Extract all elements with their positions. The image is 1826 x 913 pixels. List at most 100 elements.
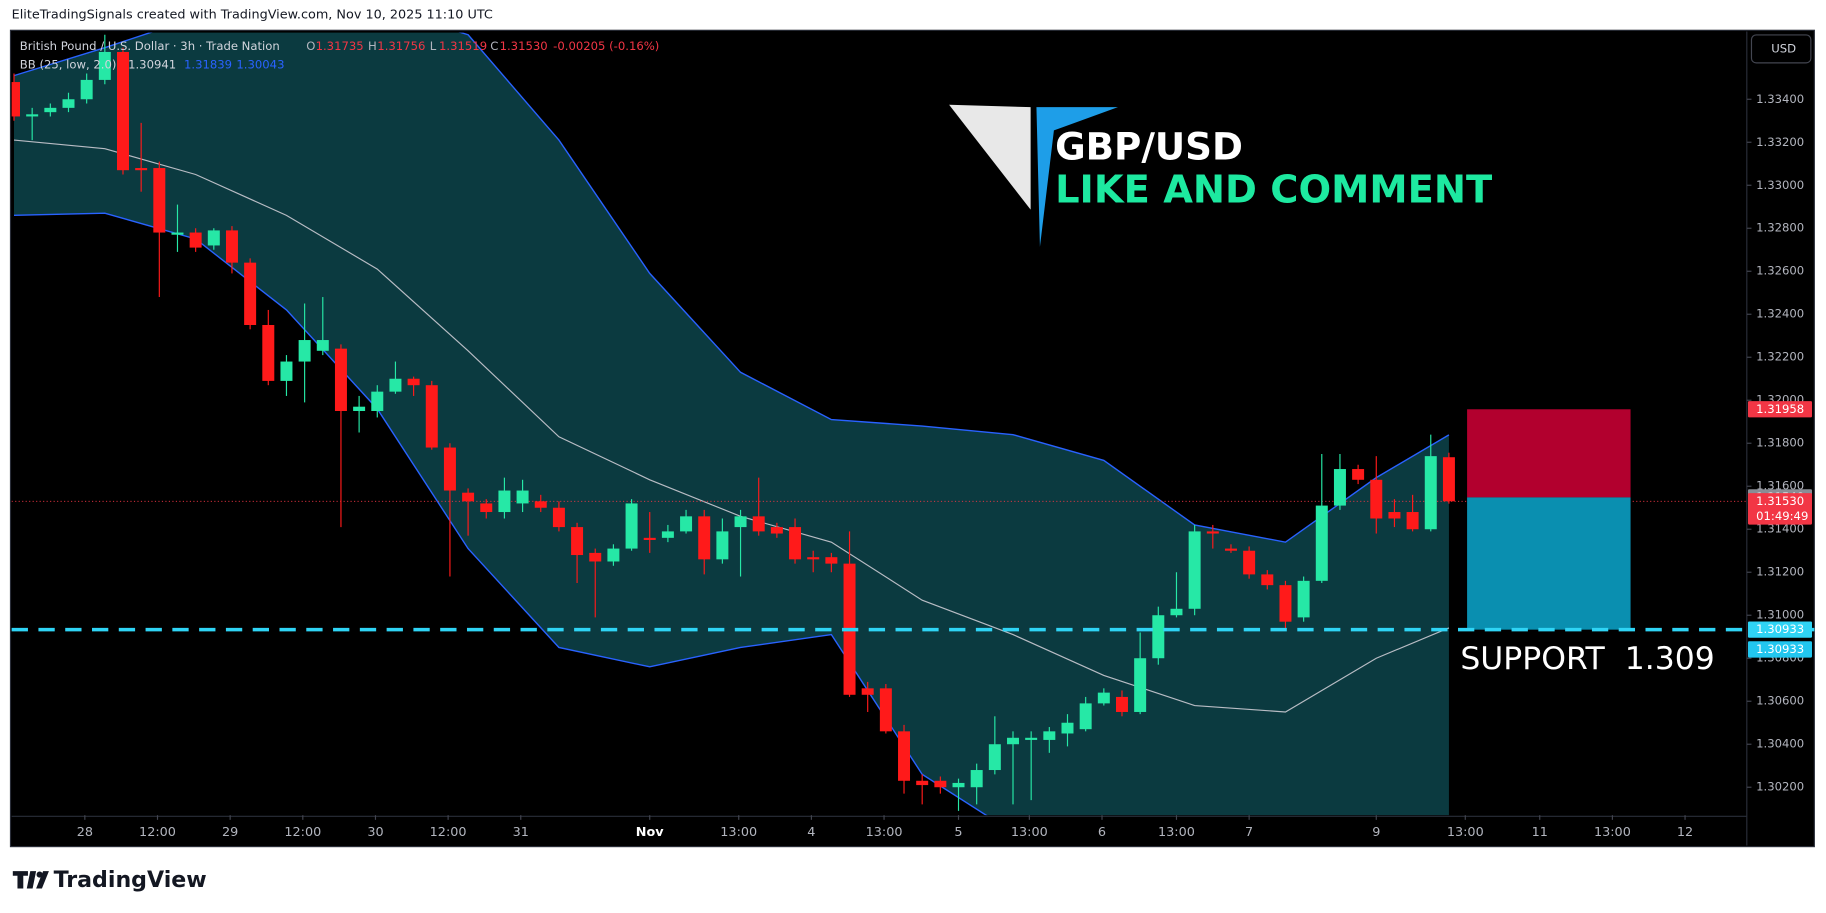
logo-shape-white bbox=[949, 104, 1031, 210]
candle-body bbox=[825, 557, 838, 564]
y-tick-label: 1.32400 bbox=[1756, 307, 1804, 321]
legend-bb-middle: 1.30941 bbox=[128, 58, 176, 72]
candle-body bbox=[44, 107, 57, 113]
candle-body bbox=[898, 731, 911, 781]
x-tick-label: 9 bbox=[1372, 825, 1380, 840]
x-tick-label: 13:00 bbox=[1011, 825, 1048, 840]
candle-body bbox=[734, 516, 747, 528]
candle-body bbox=[1388, 512, 1401, 519]
candle-body bbox=[316, 340, 329, 351]
candle-body bbox=[1224, 548, 1237, 551]
x-tick-label: 6 bbox=[1098, 825, 1106, 840]
candle-body bbox=[661, 531, 674, 538]
legend-change: -0.00205 (-0.16%) bbox=[553, 39, 659, 53]
candle-body bbox=[171, 232, 184, 235]
x-tick-label: 12:00 bbox=[284, 825, 321, 840]
legend-bb-lower: 1.30043 bbox=[236, 58, 284, 72]
y-tick-label: 1.32800 bbox=[1756, 221, 1804, 235]
candle-body bbox=[389, 378, 402, 392]
candle-body bbox=[571, 527, 584, 556]
candle-body bbox=[534, 501, 547, 508]
candle-body bbox=[1097, 692, 1110, 704]
candle-body bbox=[62, 99, 75, 108]
candle-body bbox=[1079, 703, 1092, 730]
countdown-label: 01:49:49 bbox=[1756, 509, 1808, 523]
candle-body bbox=[752, 516, 765, 532]
y-tick-label: 1.32200 bbox=[1756, 350, 1804, 364]
candle-body bbox=[425, 385, 438, 448]
candle-body bbox=[116, 51, 129, 171]
candle-body bbox=[443, 447, 456, 491]
y-tick-label: 1.33200 bbox=[1756, 135, 1804, 149]
y-tick-label: 1.31400 bbox=[1756, 522, 1804, 536]
target-tag bbox=[1747, 641, 1813, 658]
support-tag bbox=[1747, 621, 1813, 638]
candle-body bbox=[1279, 585, 1292, 622]
logo-shape-blue bbox=[1036, 107, 1118, 247]
candle-body bbox=[861, 688, 874, 695]
candle-body bbox=[879, 688, 892, 732]
candle-body bbox=[480, 503, 493, 513]
y-tick-label: 1.30600 bbox=[1756, 694, 1804, 708]
plot-area bbox=[11, 32, 1747, 816]
position-stop-zone bbox=[1467, 409, 1631, 498]
candle-body bbox=[552, 507, 565, 528]
candle-body bbox=[680, 516, 693, 532]
brand-name: TradingView bbox=[54, 867, 207, 893]
candle-body bbox=[98, 51, 111, 80]
legend-title: British Pound / U.S. Dollar · 3h · Trade… bbox=[20, 39, 280, 53]
current-price-tag-label: 1.31530 bbox=[1756, 494, 1804, 508]
candle-body bbox=[789, 527, 802, 560]
candle-body bbox=[207, 230, 220, 246]
candle-body bbox=[1315, 505, 1328, 581]
legend-open: 1.31735 bbox=[316, 39, 364, 53]
x-tick-label: Nov bbox=[636, 825, 665, 840]
target-tag-label: 1.30933 bbox=[1756, 642, 1804, 656]
x-tick-label: 28 bbox=[77, 825, 93, 840]
legend-low: 1.31519 bbox=[439, 39, 487, 53]
current-price-tag bbox=[1747, 493, 1813, 525]
candle-body bbox=[11, 82, 21, 117]
legend-indicator: BB (25, low, 2.0) bbox=[20, 58, 117, 72]
candle-body bbox=[1406, 512, 1419, 530]
candle-body bbox=[1370, 479, 1383, 519]
y-tick-label: 1.31200 bbox=[1756, 565, 1804, 579]
currency-label[interactable]: USD bbox=[1771, 41, 1796, 55]
candle-body bbox=[498, 490, 511, 513]
x-tick-label: 13:00 bbox=[1158, 825, 1195, 840]
candle-body bbox=[353, 406, 366, 411]
candle-body bbox=[1333, 469, 1346, 506]
candle-body bbox=[189, 232, 202, 248]
candle-body bbox=[244, 262, 257, 325]
candle-body bbox=[934, 780, 947, 788]
candle-body bbox=[262, 324, 275, 381]
x-tick-label: 13:00 bbox=[1447, 825, 1484, 840]
candle-body bbox=[1007, 737, 1019, 745]
candle-body bbox=[135, 168, 148, 171]
candle-body bbox=[807, 557, 820, 560]
x-tick-label: 7 bbox=[1245, 825, 1253, 840]
candle-body bbox=[1424, 456, 1437, 530]
candle-body bbox=[1170, 608, 1183, 616]
candle-body bbox=[916, 780, 929, 786]
overlay-pair: GBP/USD bbox=[1055, 125, 1243, 169]
candle-body bbox=[1442, 457, 1455, 502]
currency-button[interactable] bbox=[1750, 34, 1812, 64]
axes: 1.302001.304001.306001.308001.310001.312… bbox=[77, 92, 1805, 840]
band-upper bbox=[13, 32, 1450, 543]
candle-body bbox=[770, 527, 783, 534]
candle-body bbox=[516, 490, 529, 504]
candle-body bbox=[371, 391, 384, 411]
candle-body bbox=[1025, 737, 1038, 740]
candle-body bbox=[1188, 531, 1201, 609]
candle-body bbox=[26, 114, 39, 117]
brand-icon bbox=[12, 871, 37, 889]
y-tick-label: 1.31600 bbox=[1756, 479, 1804, 493]
legend-high: 1.31756 bbox=[377, 39, 425, 53]
candle-body bbox=[988, 744, 1001, 771]
attribution: EliteTradingSignals created with Trading… bbox=[12, 8, 493, 23]
support-tag-label: 1.30933 bbox=[1756, 622, 1804, 636]
x-tick-label: 30 bbox=[367, 825, 383, 840]
x-tick-label: 11 bbox=[1532, 825, 1548, 840]
